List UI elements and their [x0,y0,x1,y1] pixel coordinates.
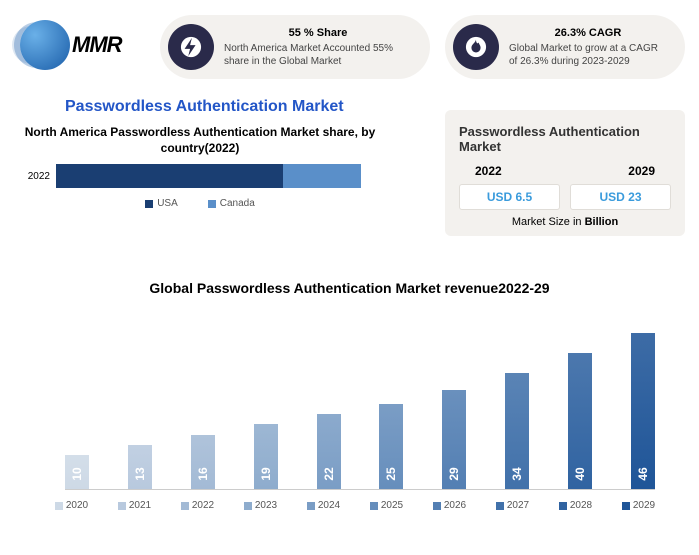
hbar-title: North America Passwordless Authenticatio… [20,125,380,156]
pill-share-headline: 55 % Share [224,26,412,40]
market-size-card: Passwordless Authentication Market 2022 … [445,110,685,236]
revenue-legend: 2020 2021 2022 2023 2024 2025 2026 2027 2028 2029 [40,500,670,511]
card-year2: 2029 [628,164,655,178]
hbar-row-label: 2022 [20,171,50,182]
legend-year: 2023 [244,500,277,511]
legend-year: 2029 [622,500,655,511]
hbar-chart: North America Passwordless Authenticatio… [20,125,380,209]
hbar-seg-usa [56,164,283,188]
revenue-bar: 22 [317,414,341,489]
pill-share-desc: North America Market Accounted 55% share… [224,43,393,67]
card-val2: USD 23 [570,184,671,210]
pill-cagr-text: 26.3% CAGR Global Market to grow at a CA… [509,26,667,68]
legend-year: 2024 [307,500,340,511]
card-val1: USD 6.5 [459,184,560,210]
logo-text: MMR [72,32,122,58]
legend-year: 2028 [559,500,592,511]
revenue-bar: 13 [128,445,152,489]
stat-pill-cagr: 26.3% CAGR Global Market to grow at a CA… [445,15,685,79]
card-title: Passwordless Authentication Market [459,124,671,154]
hbar-track [56,164,380,188]
revenue-bar: 10 [65,455,89,489]
globe-icon [20,20,70,70]
hbar-row: 2022 [20,164,380,188]
legend-year: 2025 [370,500,403,511]
main-title: Passwordless Authentication Market [65,98,344,116]
legend-year: 2020 [55,500,88,511]
revenue-title: Global Passwordless Authentication Marke… [0,280,699,296]
card-foot-b: Billion [585,216,619,228]
legend-year: 2022 [181,500,214,511]
flame-icon [453,24,499,70]
pill-share-text: 55 % Share North America Market Accounte… [224,26,412,68]
legend-canada: Canada [208,198,255,209]
stat-pill-share: 55 % Share North America Market Accounte… [160,15,430,79]
legend-year: 2027 [496,500,529,511]
card-years: 2022 2029 [459,164,671,178]
bolt-icon [168,24,214,70]
revenue-bar: 29 [442,390,466,489]
revenue-bar: 19 [254,424,278,489]
revenue-bar: 40 [568,353,592,489]
legend-year: 2026 [433,500,466,511]
pill-cagr-headline: 26.3% CAGR [509,26,667,40]
card-year1: 2022 [475,164,502,178]
revenue-bar: 34 [505,373,529,489]
legend-year: 2021 [118,500,151,511]
hbar-legend: USA Canada [20,198,380,209]
revenue-bars: 10 13 16 19 22 25 29 34 40 46 [65,310,655,490]
legend-usa: USA [145,198,178,209]
revenue-bar: 25 [379,404,403,489]
card-foot-a: Market Size in [512,216,585,228]
card-values: USD 6.5 USD 23 [459,184,671,210]
revenue-bar: 16 [191,435,215,489]
card-footer: Market Size in Billion [459,216,671,228]
hbar-seg-canada [283,164,361,188]
pill-cagr-desc: Global Market to grow at a CAGR of 26.3%… [509,43,658,67]
revenue-bar: 46 [631,333,655,489]
logo: MMR [20,20,122,70]
